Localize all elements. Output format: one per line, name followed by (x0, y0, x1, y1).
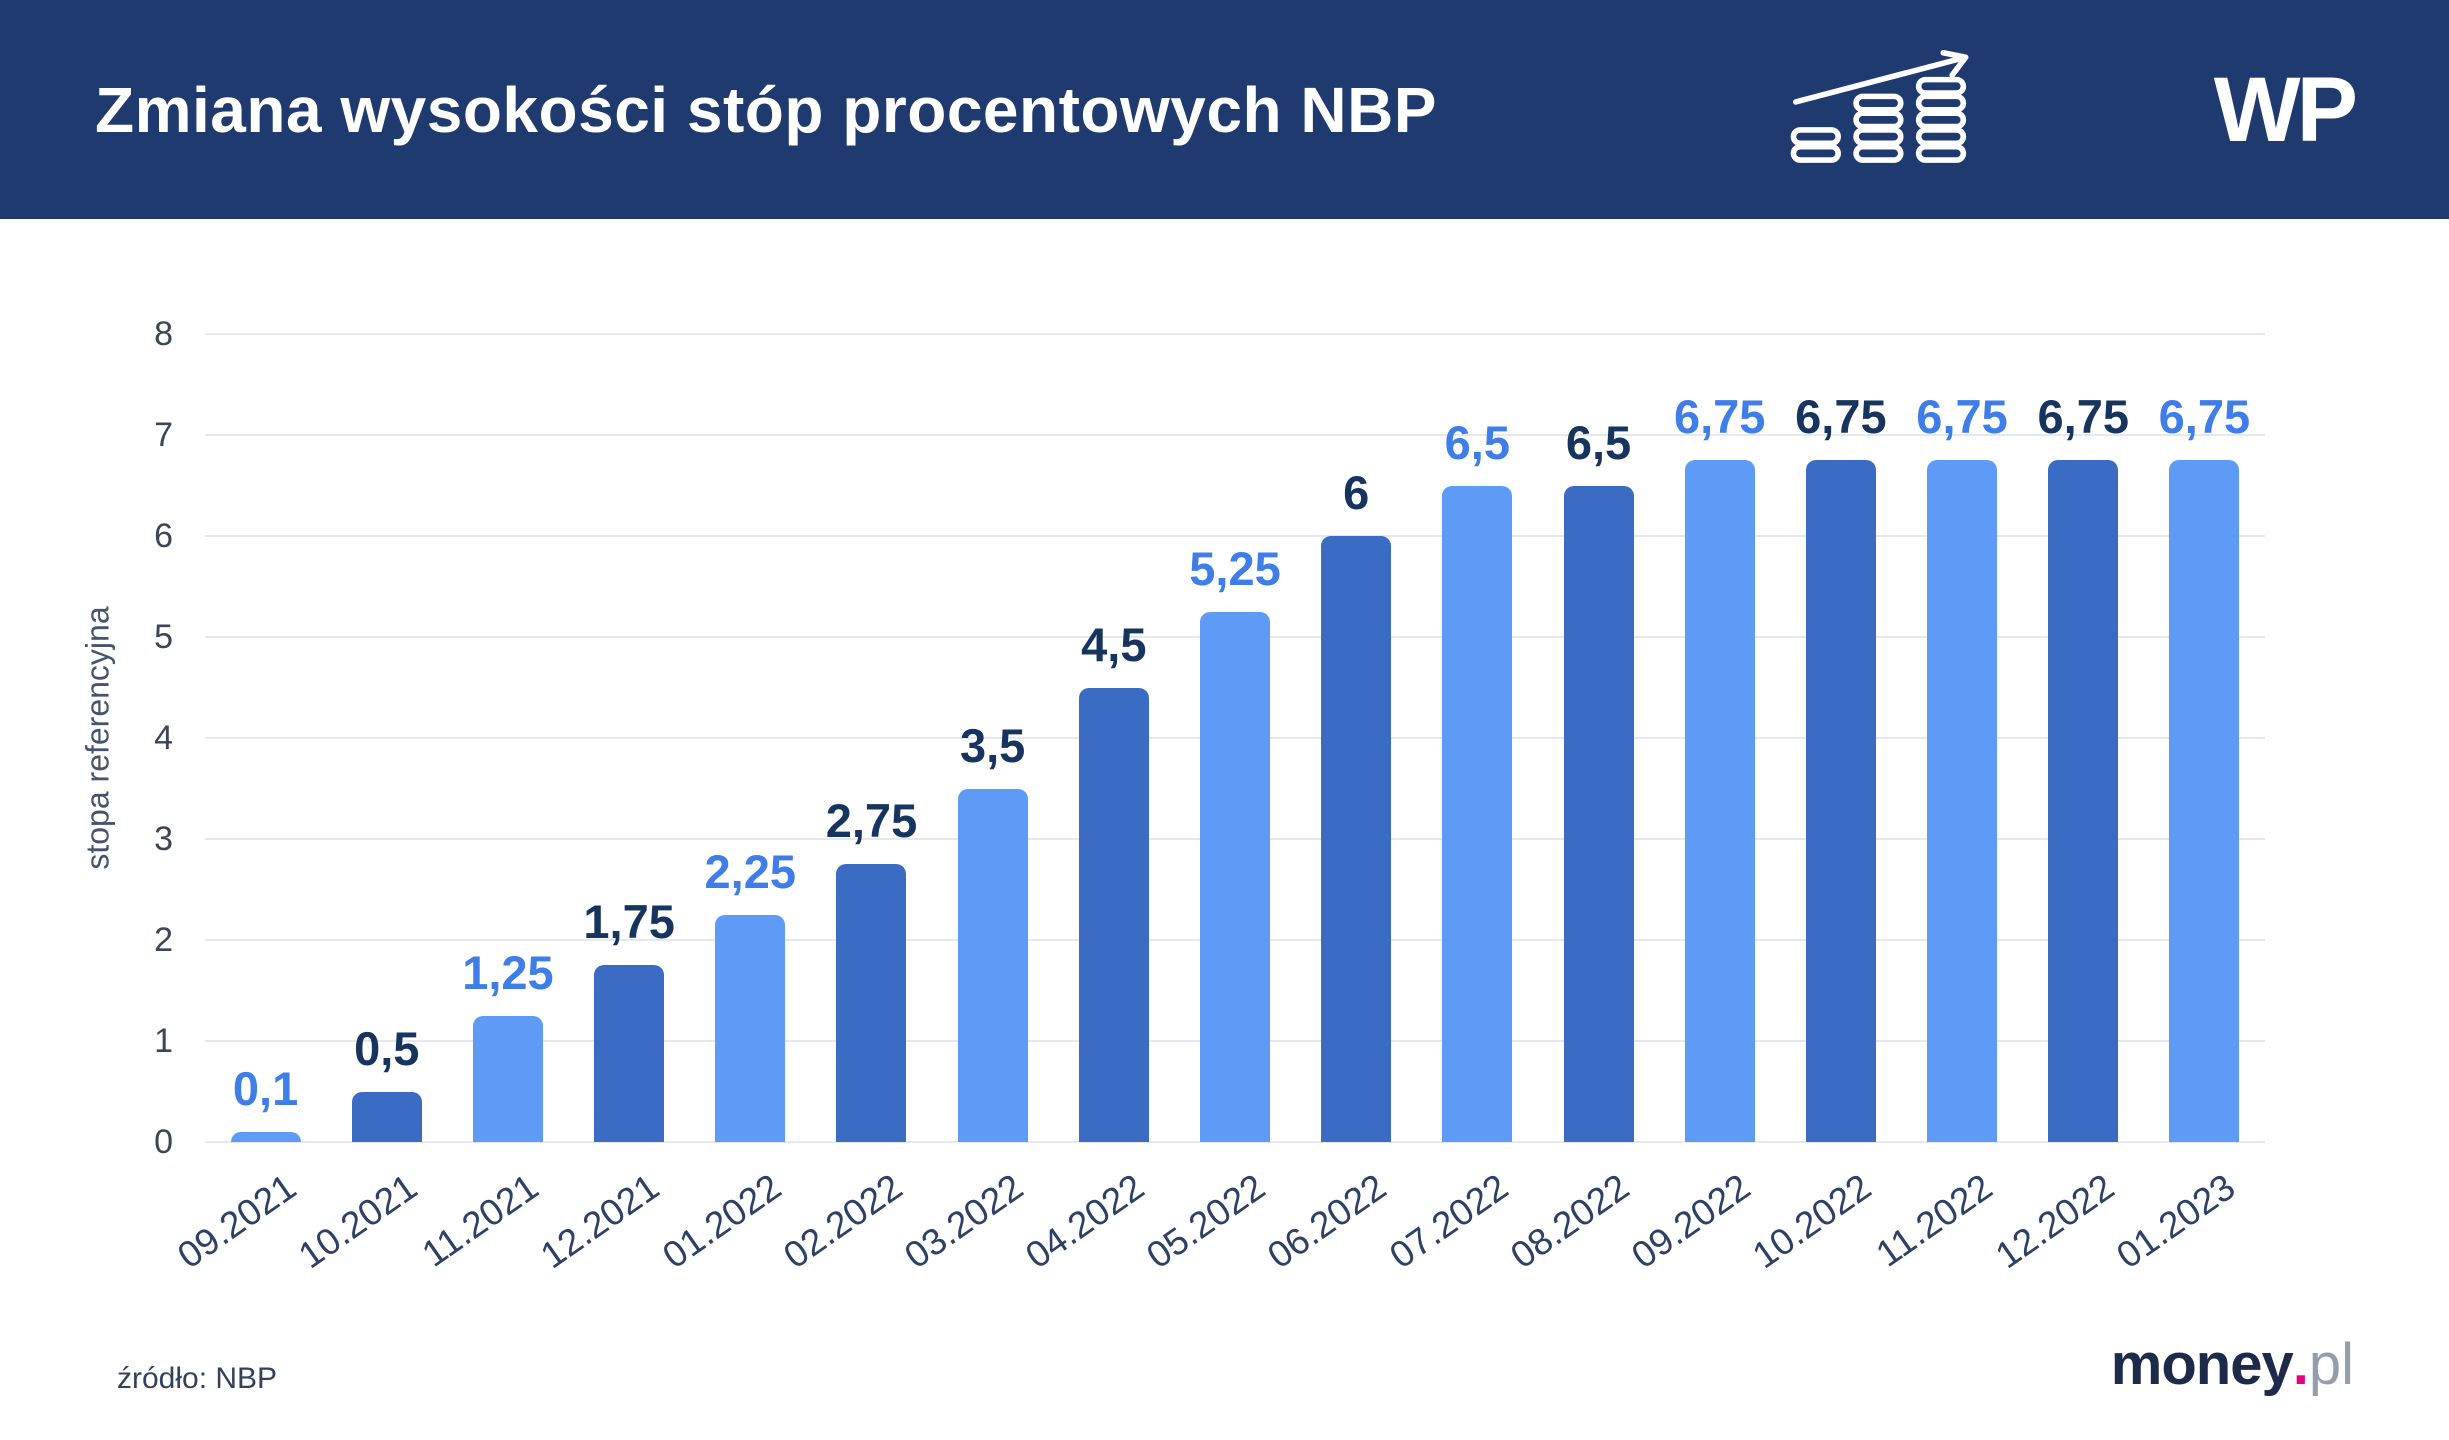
bar-value-label: 4,5 (1081, 617, 1147, 671)
gridline (205, 535, 2265, 537)
x-tick-label: 03.2022 (897, 1166, 1031, 1277)
bar-value-label: 1,25 (462, 945, 554, 999)
bar (1200, 611, 1270, 1142)
y-axis-title: stopa referencyjna (79, 606, 116, 870)
x-tick-label: 12.2022 (1987, 1166, 2121, 1277)
y-tick-label: 1 (154, 1022, 173, 1060)
y-tick-label: 5 (154, 618, 173, 656)
bar-value-label: 6,75 (1795, 390, 1887, 444)
y-tick-label: 0 (154, 1123, 173, 1161)
bar (2048, 460, 2119, 1142)
x-tick-label: 10.2021 (291, 1166, 425, 1277)
gridline (205, 1141, 2265, 1143)
bar-value-label: 2,25 (704, 844, 797, 898)
x-tick-label: 09.2022 (1624, 1166, 1758, 1277)
y-tick-label: 3 (154, 820, 173, 858)
x-tick-label: 07.2022 (1381, 1166, 1515, 1277)
bar-value-label: 6,75 (2037, 390, 2129, 444)
brand-money: money (2110, 1332, 2294, 1397)
bar (1927, 460, 1998, 1142)
y-tick-label: 6 (154, 517, 173, 555)
x-tick-label: 01.2023 (2108, 1166, 2242, 1277)
bar (1563, 485, 1634, 1142)
x-tick-label: 10.2022 (1745, 1166, 1879, 1277)
bar (836, 864, 907, 1142)
bar (351, 1091, 422, 1142)
y-tick-label: 2 (154, 921, 173, 959)
bar-value-label: 6,75 (1673, 390, 1766, 444)
source-note: źródło: NBP (117, 1362, 278, 1395)
page-title: Zmiana wysokości stóp procentowych NBP (95, 73, 1437, 146)
bar-value-label: 5,25 (1189, 541, 1281, 595)
bar-value-label: 0,1 (232, 1061, 299, 1115)
bar-value-label: 6,75 (2158, 390, 2251, 444)
bar (1684, 460, 1755, 1142)
plot-area: 0 1 2 3 4 5 6 7 8 0,1 09.2021 0,5 10.2021 1,25 11.2021… (154, 315, 2265, 1276)
bar (1321, 536, 1392, 1142)
bar (1078, 687, 1149, 1142)
brand-pl: pl (2308, 1332, 2354, 1397)
x-tick-label: 11.2022 (1868, 1166, 2000, 1275)
x-tick-label: 09.2021 (170, 1166, 304, 1277)
x-tick-label: 06.2022 (1260, 1166, 1394, 1277)
coins-growth-icon (1789, 47, 1979, 172)
bar-value-label: 3,5 (959, 718, 1026, 772)
bar (230, 1131, 301, 1142)
wp-logo: WP (2213, 58, 2358, 161)
gridline (205, 333, 2265, 335)
brand-dot: . (2292, 1332, 2309, 1397)
bar-value-label: 2,75 (825, 794, 918, 848)
bar-value-label: 0,5 (354, 1021, 420, 1075)
y-tick-label: 8 (154, 315, 173, 353)
bar (715, 914, 786, 1142)
bar-value-label: 6,5 (1565, 415, 1632, 469)
header-bar: Zmiana wysokości stóp procentowych NBP W… (0, 0, 2449, 219)
money-pl-logo: money.pl (2111, 1336, 2354, 1394)
x-tick-label: 01.2022 (654, 1166, 788, 1277)
bar-value-label: 6,75 (1916, 390, 2008, 444)
x-tick-label: 12.2021 (533, 1166, 667, 1277)
x-tick-label: 08.2022 (1502, 1166, 1637, 1277)
y-tick-label: 4 (154, 719, 173, 757)
bar (1442, 485, 1513, 1142)
bar (1805, 460, 1876, 1142)
bar (594, 965, 665, 1142)
bar (472, 1015, 543, 1142)
bar-value-label: 6,5 (1444, 415, 1511, 469)
bar (957, 788, 1028, 1142)
x-tick-label: 02.2022 (775, 1166, 910, 1277)
x-tick-label: 04.2022 (1018, 1166, 1152, 1277)
x-tick-label: 11.2021 (414, 1166, 546, 1275)
gridline (205, 434, 2265, 436)
bar (2169, 460, 2240, 1142)
bar-value-label: 1,75 (583, 895, 675, 949)
x-tick-label: 05.2022 (1139, 1166, 1273, 1277)
y-tick-label: 7 (154, 416, 173, 454)
bar-value-label: 6 (1343, 466, 1370, 519)
